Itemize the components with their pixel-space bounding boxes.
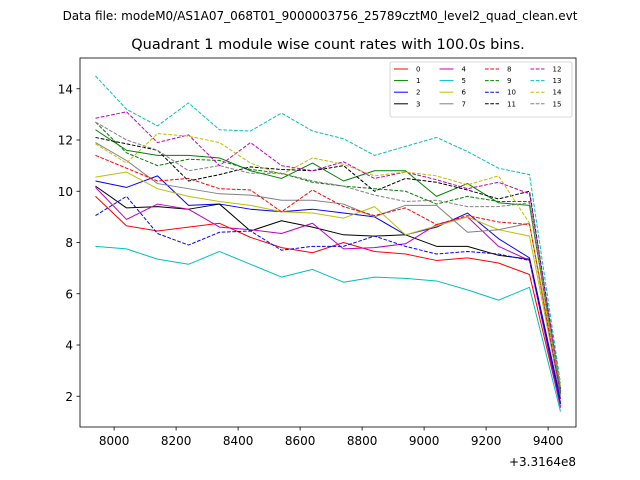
x-tick-label-8800: 8800	[347, 434, 378, 448]
series-line-14	[95, 133, 561, 387]
series-line-15	[95, 121, 561, 390]
x-tick-label-8000: 8000	[99, 434, 130, 448]
legend-label-5: 5	[462, 77, 466, 85]
x-tick-label-8200: 8200	[161, 434, 192, 448]
y-tick-label-8: 8	[65, 236, 73, 250]
legend-label-7: 7	[462, 100, 466, 108]
series-line-3	[95, 185, 561, 405]
legend-label-6: 6	[462, 89, 467, 97]
series-line-8	[95, 154, 561, 394]
y-tick-label-14: 14	[58, 82, 73, 96]
legend-label-9: 9	[507, 77, 511, 85]
y-tick-label-10: 10	[58, 185, 73, 199]
series-line-13	[95, 75, 561, 384]
chart-title: Quadrant 1 module wise count rates with …	[131, 37, 525, 53]
series-line-0	[95, 196, 561, 407]
series-line-10	[95, 195, 561, 403]
legend-label-13: 13	[553, 77, 562, 85]
legend-label-3: 3	[416, 100, 420, 108]
x-tick-label-9200: 9200	[471, 434, 502, 448]
legend-label-0: 0	[416, 66, 420, 74]
legend-label-10: 10	[507, 89, 516, 97]
legend-box	[389, 61, 573, 118]
series-line-7	[95, 142, 561, 397]
legend-label-1: 1	[416, 77, 420, 85]
series-line-5	[95, 245, 561, 412]
series-layer	[95, 75, 561, 412]
y-tick-label-2: 2	[65, 390, 73, 404]
series-line-11	[95, 136, 561, 389]
series-line-1	[95, 129, 561, 392]
legend-label-12: 12	[553, 66, 562, 74]
y-tick-label-6: 6	[65, 287, 73, 301]
x-axis-ticks: 8000 8200 8400 8600 8800 9000 9200 9400	[99, 427, 564, 448]
legend-label-15: 15	[553, 100, 562, 108]
series-line-2	[95, 175, 561, 399]
y-tick-label-12: 12	[58, 134, 73, 148]
legend-label-2: 2	[416, 89, 420, 97]
series-line-9	[95, 121, 561, 393]
x-tick-label-8600: 8600	[285, 434, 316, 448]
y-tick-label-4: 4	[65, 339, 73, 353]
legend-label-11: 11	[507, 100, 516, 108]
data-file-suptitle: Data file: modeM0/AS1A07_068T01_90000037…	[63, 9, 578, 23]
series-line-6	[95, 171, 561, 396]
series-line-4	[95, 187, 561, 408]
series-line-12	[95, 111, 561, 388]
x-tick-label-9400: 9400	[533, 434, 564, 448]
legend-label-14: 14	[553, 89, 562, 97]
y-axis-ticks: 2 4 6 8 10 12 14	[58, 82, 80, 404]
x-offset-label: +3.3164e8	[509, 455, 576, 469]
legend-label-4: 4	[462, 66, 467, 74]
x-tick-label-9000: 9000	[409, 434, 440, 448]
x-tick-label-8400: 8400	[223, 434, 254, 448]
legend-label-8: 8	[507, 66, 511, 74]
plot-area	[80, 58, 576, 427]
